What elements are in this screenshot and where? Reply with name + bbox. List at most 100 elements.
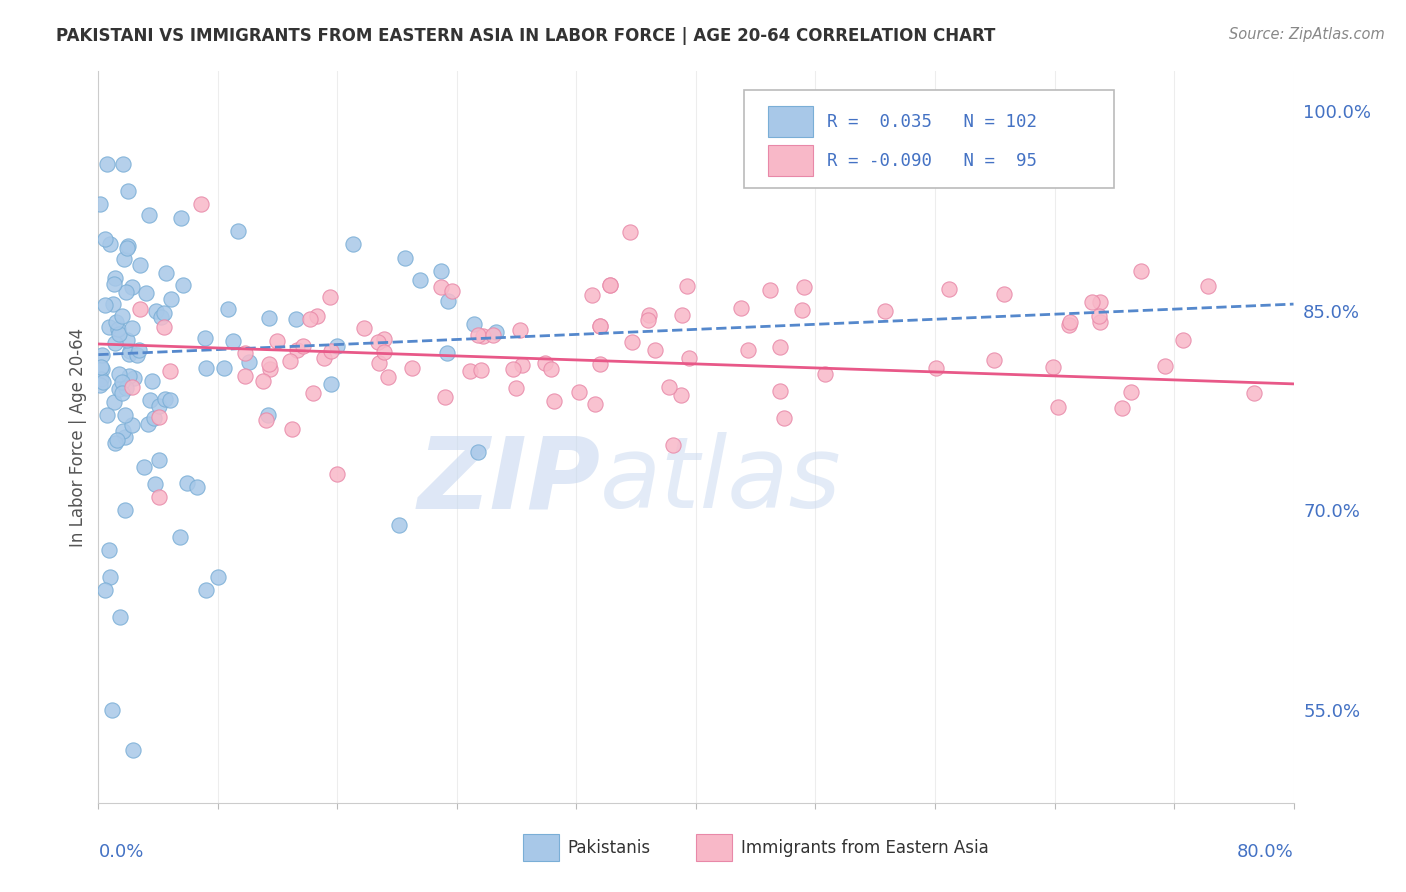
Point: [104, 435, 127, 450]
Point: [367, 355, 389, 369]
Point: [103, 395, 125, 409]
Point: [190, 197, 212, 211]
Point: [470, 363, 492, 377]
Point: [259, 362, 281, 376]
Point: [1090, 315, 1112, 329]
Point: [644, 343, 666, 358]
Point: [540, 361, 562, 376]
Point: [1047, 401, 1070, 415]
Point: [148, 409, 170, 424]
Point: [302, 386, 325, 401]
Point: [207, 570, 229, 584]
Point: [394, 251, 416, 265]
Point: [222, 334, 245, 349]
Point: [122, 742, 145, 756]
Point: [502, 362, 524, 376]
Point: [280, 421, 302, 435]
Point: [319, 343, 342, 358]
Point: [101, 297, 124, 311]
Point: [96, 408, 118, 422]
Point: [135, 285, 157, 300]
Point: [589, 319, 612, 334]
Point: [669, 387, 692, 401]
Text: Source: ZipAtlas.com: Source: ZipAtlas.com: [1229, 27, 1385, 42]
Point: [104, 335, 127, 350]
Point: [121, 321, 143, 335]
Point: [257, 357, 280, 371]
Point: [792, 303, 814, 318]
Point: [1171, 333, 1194, 347]
Point: [114, 430, 136, 444]
FancyBboxPatch shape: [744, 90, 1115, 188]
Point: [159, 363, 181, 377]
Bar: [768, 145, 813, 176]
Point: [1197, 279, 1219, 293]
Point: [155, 392, 177, 407]
Point: [658, 380, 681, 394]
Point: [118, 369, 141, 384]
Point: [169, 530, 191, 544]
Point: [373, 344, 395, 359]
Point: [194, 331, 217, 345]
Point: [814, 367, 837, 381]
Point: [149, 310, 172, 324]
Point: [91, 361, 114, 376]
Point: [118, 344, 141, 359]
Point: [467, 445, 489, 459]
Text: PAKISTANI VS IMMIGRANTS FROM EASTERN ASIA IN LABOR FORCE | AGE 20-64 CORRELATION: PAKISTANI VS IMMIGRANTS FROM EASTERN ASI…: [56, 27, 995, 45]
Point: [212, 360, 235, 375]
Point: [259, 310, 281, 325]
Point: [153, 305, 176, 319]
Point: [436, 346, 458, 360]
Point: [194, 360, 217, 375]
Point: [773, 410, 796, 425]
Bar: [696, 833, 733, 862]
Point: [441, 285, 464, 299]
Point: [132, 460, 155, 475]
Point: [108, 326, 131, 341]
Point: [125, 348, 148, 362]
Point: [510, 358, 533, 372]
Point: [148, 453, 170, 467]
Point: [115, 241, 138, 255]
Point: [568, 384, 591, 399]
Text: ZIP: ZIP: [418, 433, 600, 530]
Point: [429, 264, 451, 278]
Point: [252, 374, 274, 388]
Point: [581, 288, 603, 302]
Point: [467, 327, 489, 342]
Point: [117, 184, 139, 198]
Point: [730, 301, 752, 315]
Point: [103, 277, 125, 291]
Point: [769, 384, 792, 398]
Point: [94, 582, 117, 597]
Point: [993, 287, 1015, 301]
Text: atlas: atlas: [600, 433, 842, 530]
Point: [599, 278, 621, 293]
Point: [678, 351, 700, 365]
Bar: [523, 833, 558, 862]
Point: [108, 367, 131, 381]
Point: [111, 375, 134, 389]
Point: [342, 237, 364, 252]
Point: [128, 301, 150, 316]
Text: Immigrants from Eastern Asia: Immigrants from Eastern Asia: [741, 839, 990, 857]
Point: [107, 322, 129, 336]
Point: [100, 237, 122, 252]
Point: [1154, 359, 1177, 373]
Y-axis label: In Labor Force | Age 20-64: In Labor Force | Age 20-64: [69, 327, 87, 547]
Point: [96, 157, 118, 171]
Point: [388, 518, 411, 533]
Bar: [768, 106, 813, 137]
Point: [155, 266, 177, 280]
Point: [676, 278, 699, 293]
Point: [186, 479, 208, 493]
Point: [94, 232, 117, 246]
Point: [430, 280, 453, 294]
Point: [152, 320, 174, 334]
Point: [172, 278, 194, 293]
Point: [1111, 401, 1133, 415]
Point: [142, 410, 165, 425]
Point: [121, 380, 143, 394]
Point: [112, 424, 135, 438]
